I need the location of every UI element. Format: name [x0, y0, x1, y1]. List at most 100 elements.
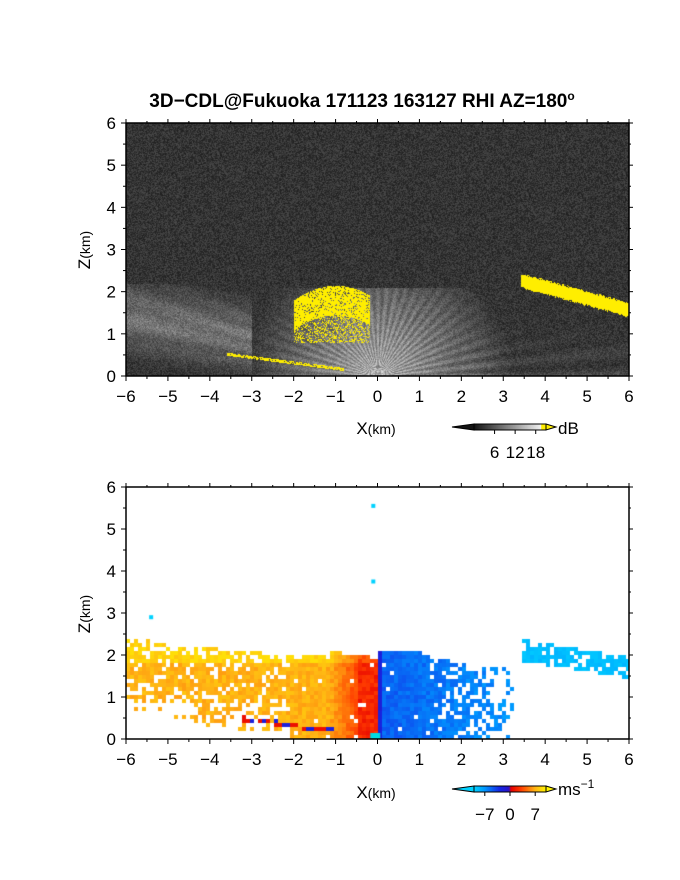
colorbar-swatch [518, 786, 520, 792]
backscatter-ylabel: Z(km) [75, 231, 94, 269]
colorbar-swatch [530, 424, 532, 430]
colorbar-swatch [500, 786, 502, 792]
colorbar-swatch [505, 424, 507, 430]
colorbar-swatch [474, 786, 476, 792]
colorbar-swatch [484, 786, 487, 792]
colorbar-swatch [483, 786, 486, 792]
colorbar-swatch [523, 424, 525, 430]
colorbar-tick-label: 0 [505, 805, 514, 824]
ytick-label: 1 [107, 688, 116, 707]
colorbar-swatch [506, 424, 508, 430]
colorbar-swatch [542, 424, 544, 430]
xtick-label: −1 [326, 750, 345, 769]
xtick-label: 1 [415, 750, 424, 769]
colorbar-swatch [526, 786, 529, 792]
colorbar-swatch [538, 786, 541, 792]
colorbar-swatch [517, 424, 519, 430]
colorbar-swatch [484, 424, 487, 430]
velocity-panel: −6 −5 −4 −3 −2 −1 0 1 2 3 4 5 6 0 1 2 3 4 5 6 X(km) Z(km) −… [75, 478, 634, 824]
colorbar-swatch [517, 786, 519, 792]
colorbar-swatch [489, 786, 492, 792]
colorbar-swatch [514, 424, 517, 430]
colorbar-swatch [501, 424, 504, 430]
colorbar-swatch [541, 424, 543, 430]
colorbar-swatch [507, 424, 510, 430]
colorbar-swatch [524, 786, 526, 792]
colorbar-swatch [536, 424, 538, 430]
ytick-label: 6 [107, 478, 116, 497]
colorbar-swatch [490, 424, 493, 430]
velocity-colorbar: −7 0 7 [451, 785, 558, 824]
xtick-label: 6 [624, 387, 633, 406]
colorbar-swatch [487, 424, 489, 430]
colorbar-swatch [499, 424, 501, 430]
colorbar-swatch [534, 786, 536, 792]
colorbar-swatch [504, 424, 506, 430]
xtick-label: 3 [499, 750, 508, 769]
colorbar-swatch [524, 424, 526, 430]
colorbar-swatch [528, 786, 530, 792]
xtick-label: 2 [457, 750, 466, 769]
xtick-label: 2 [457, 387, 466, 406]
backscatter-raster [126, 123, 629, 376]
colorbar-swatch [502, 424, 505, 430]
colorbar-swatch [541, 786, 543, 792]
colorbar-swatch [480, 424, 482, 430]
colorbar-right-arrow [545, 785, 558, 793]
colorbar-swatch [514, 786, 517, 792]
velocity-image [126, 487, 629, 739]
colorbar-swatch [529, 786, 531, 792]
colorbar-swatch [500, 424, 502, 430]
colorbar-swatch [477, 786, 480, 792]
colorbar-swatch [512, 786, 514, 792]
colorbar-swatch [536, 786, 538, 792]
colorbar-swatch [488, 424, 490, 430]
ytick-label: 6 [107, 114, 116, 133]
colorbar-swatch [478, 786, 481, 792]
colorbar-swatch [537, 786, 540, 792]
ytick-label: 0 [107, 730, 116, 749]
colorbar-swatch [498, 786, 500, 792]
colorbar-swatch [480, 786, 482, 792]
colorbar-swatch [488, 786, 490, 792]
colorbar-swatch [519, 424, 522, 430]
velocity-ylabel: Z(km) [75, 595, 94, 633]
colorbar-swatch [540, 786, 542, 792]
colorbar-swatch [525, 424, 528, 430]
velocity-ticks: −6 −5 −4 −3 −2 −1 0 1 2 3 4 5 6 0 1 2 3 4 5 6 [107, 478, 634, 769]
colorbar-swatch [531, 424, 534, 430]
colorbar-swatch [543, 786, 546, 792]
colorbar-swatch [508, 786, 511, 792]
xtick-label: 5 [582, 750, 591, 769]
colorbar-swatch [518, 424, 520, 430]
colorbar-swatch [492, 424, 494, 430]
colorbar-swatch [537, 424, 540, 430]
colorbar-swatch [489, 424, 492, 430]
colorbar-unit-db: dB [558, 419, 579, 438]
backscatter-image [126, 123, 629, 376]
colorbar-swatch [507, 786, 510, 792]
colorbar-swatch [522, 424, 524, 430]
colorbar-swatch [511, 424, 513, 430]
colorbar-swatch [475, 424, 477, 430]
colorbar-swatch [520, 424, 523, 430]
colorbar-swatch [506, 786, 508, 792]
colorbar-swatch [516, 424, 518, 430]
colorbar-swatch [529, 424, 531, 430]
colorbar-swatch [535, 786, 537, 792]
xtick-label: 6 [624, 750, 633, 769]
velocity-raster [126, 487, 629, 739]
colorbar-swatch [534, 424, 536, 430]
colorbar-tick-label: 12 [506, 443, 525, 462]
colorbar-swatch [475, 786, 477, 792]
colorbar-swatch [482, 424, 484, 430]
xtick-label: −4 [200, 387, 219, 406]
colorbar-swatch [522, 786, 524, 792]
colorbar-swatch [543, 424, 546, 430]
colorbar-swatch [523, 786, 525, 792]
colorbar-swatch [519, 786, 522, 792]
colorbar-swatch [496, 424, 499, 430]
colorbar-swatch [499, 786, 501, 792]
colorbar-unit-ms: ms−1 [558, 777, 595, 799]
